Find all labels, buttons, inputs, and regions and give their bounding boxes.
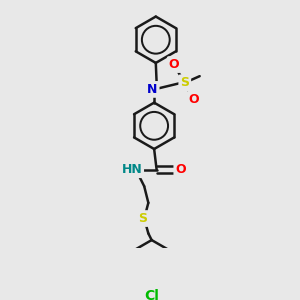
Text: Cl: Cl	[144, 290, 159, 300]
Text: O: O	[175, 163, 186, 176]
Text: N: N	[147, 83, 158, 96]
Text: O: O	[189, 93, 199, 106]
Text: S: S	[138, 212, 147, 225]
Text: HN: HN	[122, 163, 142, 176]
Text: S: S	[180, 76, 189, 89]
Text: O: O	[169, 58, 179, 71]
